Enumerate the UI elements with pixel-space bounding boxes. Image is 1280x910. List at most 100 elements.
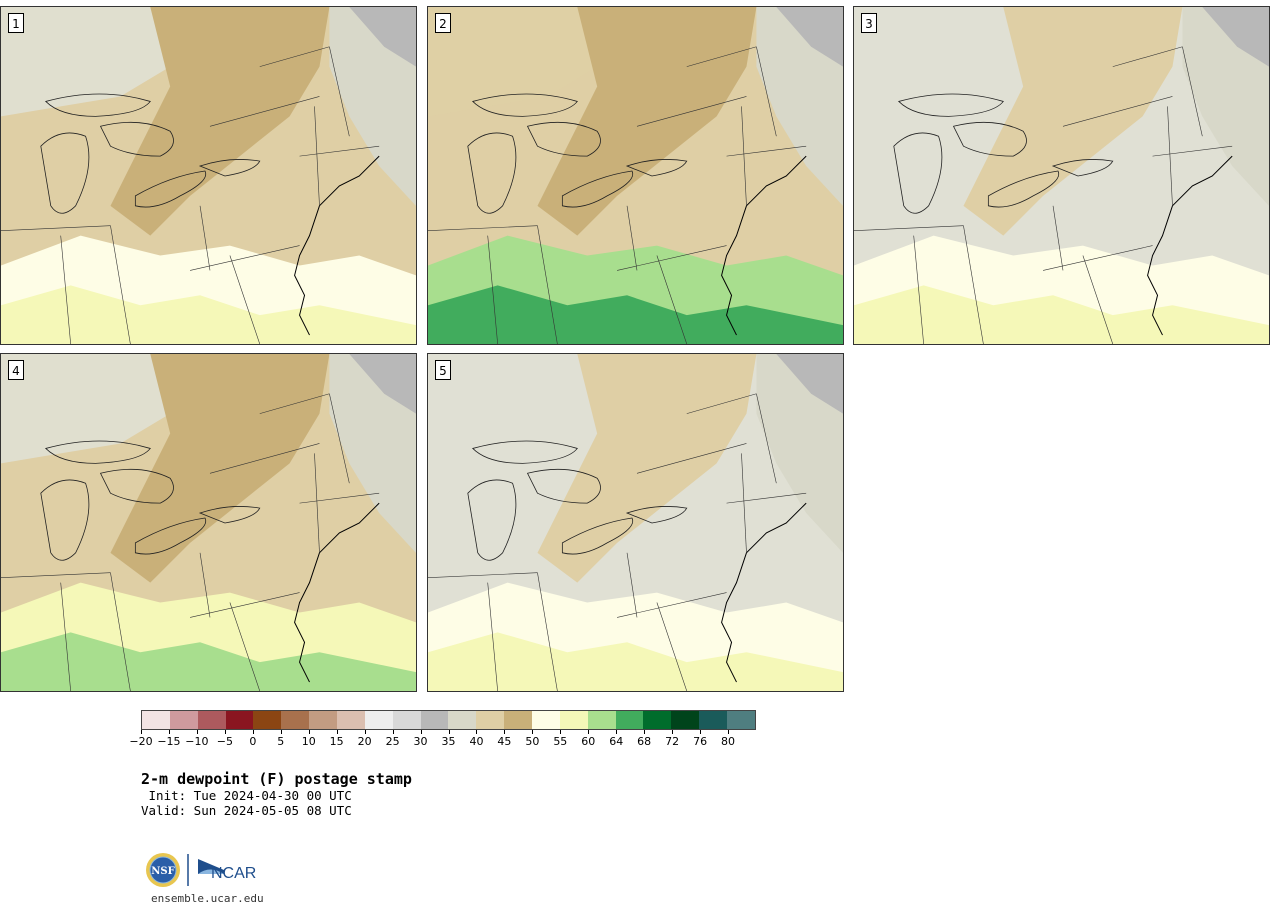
state-border — [726, 492, 807, 504]
lake-outline — [99, 468, 174, 504]
lake-outline — [893, 132, 943, 214]
lake-outline — [198, 159, 261, 177]
state-border — [686, 393, 757, 414]
map-field-southmost — [854, 285, 1269, 344]
map-field-northwest — [1, 7, 181, 117]
state-border — [428, 572, 538, 578]
colorbar-tick-label: −5 — [216, 735, 233, 748]
map-field-southmost — [428, 285, 843, 344]
nsf-ncar-logos: NSF NCAR — [146, 853, 256, 887]
panel-2[interactable]: 2 — [427, 6, 844, 345]
lake-outline — [134, 170, 207, 208]
lake-outline — [561, 517, 634, 555]
dewpoint-map-2 — [428, 7, 843, 344]
colorbar-tick — [280, 730, 282, 734]
colorbar-tick — [392, 730, 394, 734]
lake-outline — [467, 132, 517, 214]
init-time: Init: Tue 2024-04-30 00 UTC — [141, 788, 352, 803]
map-field-central — [110, 7, 330, 236]
ncar-logo-text: NCAR — [211, 865, 256, 882]
colorbar-tick-label: 72 — [665, 735, 680, 748]
panel-number-3: 3 — [861, 13, 877, 33]
lake-outline — [45, 440, 151, 464]
state-border — [314, 453, 320, 553]
dewpoint-map-5 — [428, 354, 843, 691]
state-border — [626, 205, 638, 271]
lake-outline — [526, 468, 601, 504]
lake-outline — [625, 506, 688, 524]
colorbar-tick-label: 60 — [581, 735, 596, 748]
state-border — [487, 235, 498, 344]
state-border — [1082, 255, 1114, 344]
colorbar-swatch — [225, 711, 254, 729]
colorbar-tick-label: 15 — [329, 735, 344, 748]
colorbar-swatch — [392, 711, 421, 729]
state-border — [656, 255, 688, 344]
state-border — [190, 592, 300, 618]
lake-outline — [472, 93, 578, 117]
footer-url[interactable]: ensemble.ucar.edu — [151, 892, 264, 905]
colorbar-swatch — [309, 711, 338, 729]
colorbar-swatch — [699, 711, 728, 729]
panel-number-5: 5 — [435, 360, 451, 380]
map-field-central — [963, 7, 1183, 236]
lake-outline — [45, 93, 151, 117]
state-border — [299, 145, 380, 157]
colorbar-swatch — [643, 711, 672, 729]
colorbar-swatch — [532, 711, 560, 729]
panel-5[interactable]: 5 — [427, 353, 844, 692]
coastline — [721, 155, 807, 336]
colorbar-tick — [196, 730, 198, 734]
state-border — [60, 235, 71, 344]
colorbar-tick-label: 35 — [441, 735, 456, 748]
map-field-northwest — [854, 7, 1034, 117]
state-border — [617, 245, 727, 271]
colorbar-tick-label: 0 — [249, 735, 257, 748]
colorbar-tick-label: −20 — [129, 735, 153, 748]
nsf-logo-icon: NSF — [146, 853, 180, 887]
panel-4[interactable]: 4 — [0, 353, 417, 692]
coastline — [721, 502, 807, 683]
state-border — [1182, 46, 1203, 137]
colorbar-swatch — [504, 711, 533, 729]
state-border — [756, 46, 777, 137]
state-border — [756, 393, 777, 484]
state-border — [537, 225, 558, 344]
state-border — [314, 106, 320, 206]
lake-outline — [1051, 159, 1114, 177]
map-field-northeast — [329, 7, 416, 206]
lake-outline — [40, 132, 90, 214]
colorbar-tick-label: 50 — [525, 735, 540, 748]
colorbar-tick-label: 68 — [637, 735, 652, 748]
colorbar-swatch — [281, 711, 310, 729]
state-border — [60, 582, 71, 691]
panel-3[interactable]: 3 — [853, 6, 1270, 345]
map-field-southmost — [428, 632, 843, 691]
lake-outline — [561, 170, 634, 208]
colorbar-tick — [420, 730, 422, 734]
lake-outline — [625, 159, 688, 177]
lake-outline — [987, 170, 1060, 208]
map-field-southmost — [1, 632, 416, 691]
colorbar-swatch — [671, 711, 700, 729]
colorbar-swatch — [253, 711, 282, 729]
state-border — [110, 225, 131, 344]
colorbar-swatch — [448, 711, 477, 729]
panel-1[interactable]: 1 — [0, 6, 417, 345]
colorbar-tick — [588, 730, 590, 734]
colorbar-tick-label: 64 — [609, 735, 624, 748]
dewpoint-map-1 — [1, 7, 416, 344]
colorbar-tick-label: 30 — [413, 735, 428, 748]
state-border — [686, 46, 757, 67]
colorbar-ticks: −20 −15 −10 −5 0 5 10 15 20 25 30 35 40 45 50 55 60 64 68 7… — [129, 730, 756, 750]
colorbar-tick — [476, 730, 478, 734]
colorbar-swatch — [364, 711, 393, 729]
lake-outline — [40, 479, 90, 561]
state-border — [428, 225, 538, 231]
state-border — [190, 245, 300, 271]
state-border — [854, 225, 964, 231]
colorbar-tick-label: −10 — [185, 735, 209, 748]
colorbar-tick — [728, 730, 730, 734]
lake-outline — [99, 121, 174, 157]
lake-outline — [472, 440, 578, 464]
